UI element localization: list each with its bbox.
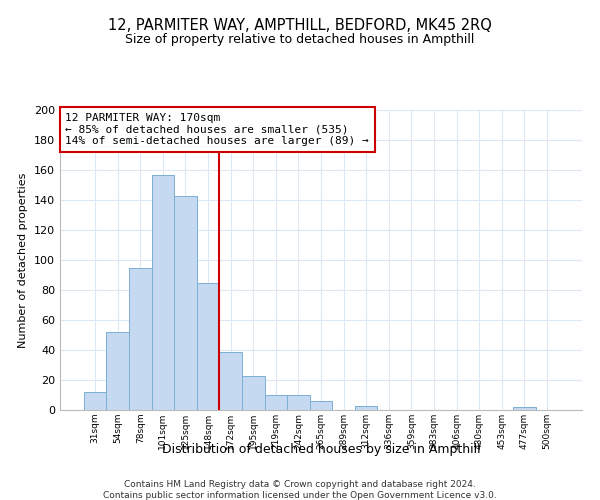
Bar — [265, 395, 287, 410]
Bar — [84, 392, 106, 410]
Bar — [174, 196, 197, 410]
Bar — [129, 268, 152, 410]
Bar — [355, 406, 377, 410]
Bar — [513, 407, 536, 410]
Bar — [152, 174, 174, 410]
Text: 12 PARMITER WAY: 170sqm
← 85% of detached houses are smaller (535)
14% of semi-d: 12 PARMITER WAY: 170sqm ← 85% of detache… — [65, 113, 369, 146]
Text: Size of property relative to detached houses in Ampthill: Size of property relative to detached ho… — [125, 32, 475, 46]
Text: 12, PARMITER WAY, AMPTHILL, BEDFORD, MK45 2RQ: 12, PARMITER WAY, AMPTHILL, BEDFORD, MK4… — [108, 18, 492, 32]
Bar — [106, 332, 129, 410]
Bar — [197, 282, 220, 410]
Bar — [287, 395, 310, 410]
Text: Distribution of detached houses by size in Ampthill: Distribution of detached houses by size … — [161, 442, 481, 456]
Bar — [242, 376, 265, 410]
Bar — [310, 401, 332, 410]
Bar — [220, 352, 242, 410]
Y-axis label: Number of detached properties: Number of detached properties — [19, 172, 28, 348]
Text: Contains HM Land Registry data © Crown copyright and database right 2024.: Contains HM Land Registry data © Crown c… — [124, 480, 476, 489]
Text: Contains public sector information licensed under the Open Government Licence v3: Contains public sector information licen… — [103, 491, 497, 500]
